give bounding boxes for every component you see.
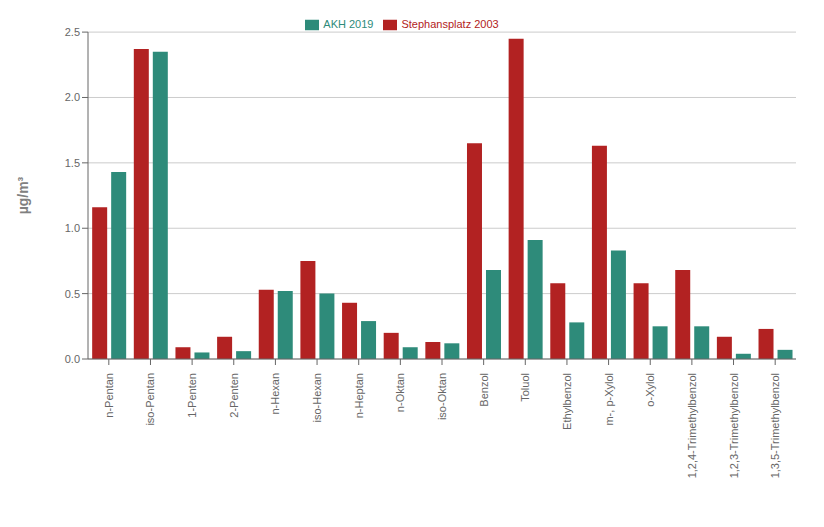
svg-text:2.0: 2.0 bbox=[65, 91, 80, 103]
svg-text:Ethylbenzol: Ethylbenzol bbox=[561, 373, 573, 430]
svg-text:Toluol: Toluol bbox=[519, 373, 531, 402]
svg-text:1.5: 1.5 bbox=[65, 157, 80, 169]
svg-text:iso-Pentan: iso-Pentan bbox=[144, 373, 156, 426]
svg-text:n-Oktan: n-Oktan bbox=[394, 373, 406, 412]
svg-text:Benzol: Benzol bbox=[478, 373, 490, 407]
svg-text:0.5: 0.5 bbox=[65, 288, 80, 300]
svg-text:n-Heptan: n-Heptan bbox=[353, 373, 365, 418]
svg-text:1,2,3-Trimethylbenzol: 1,2,3-Trimethylbenzol bbox=[728, 373, 740, 478]
svg-text:1-Penten: 1-Penten bbox=[186, 373, 198, 418]
svg-text:1.0: 1.0 bbox=[65, 222, 80, 234]
svg-text:n-Pentan: n-Pentan bbox=[103, 373, 115, 418]
svg-text:m-, p-Xylol: m-, p-Xylol bbox=[603, 373, 615, 426]
svg-text:2-Penten: 2-Penten bbox=[228, 373, 240, 418]
svg-text:n-Hexan: n-Hexan bbox=[269, 373, 281, 415]
svg-text:1,3,5-Trimethylbenzol: 1,3,5-Trimethylbenzol bbox=[769, 373, 781, 478]
svg-text:0.0: 0.0 bbox=[65, 353, 80, 365]
svg-text:iso-Oktan: iso-Oktan bbox=[436, 373, 448, 420]
svg-text:1,2,4-Trimethylbenzol: 1,2,4-Trimethylbenzol bbox=[686, 373, 698, 478]
svg-text:2.5: 2.5 bbox=[65, 26, 80, 38]
html-text:Stephansplatz 2003: Stephansplatz 2003 bbox=[401, 18, 499, 30]
svg-text:o-Xylol: o-Xylol bbox=[644, 373, 656, 407]
svg-text:iso-Hexan: iso-Hexan bbox=[311, 373, 323, 423]
html-text:AKH 2019: AKH 2019 bbox=[323, 18, 374, 30]
svg-text:µg/m³: µg/m³ bbox=[15, 176, 31, 214]
